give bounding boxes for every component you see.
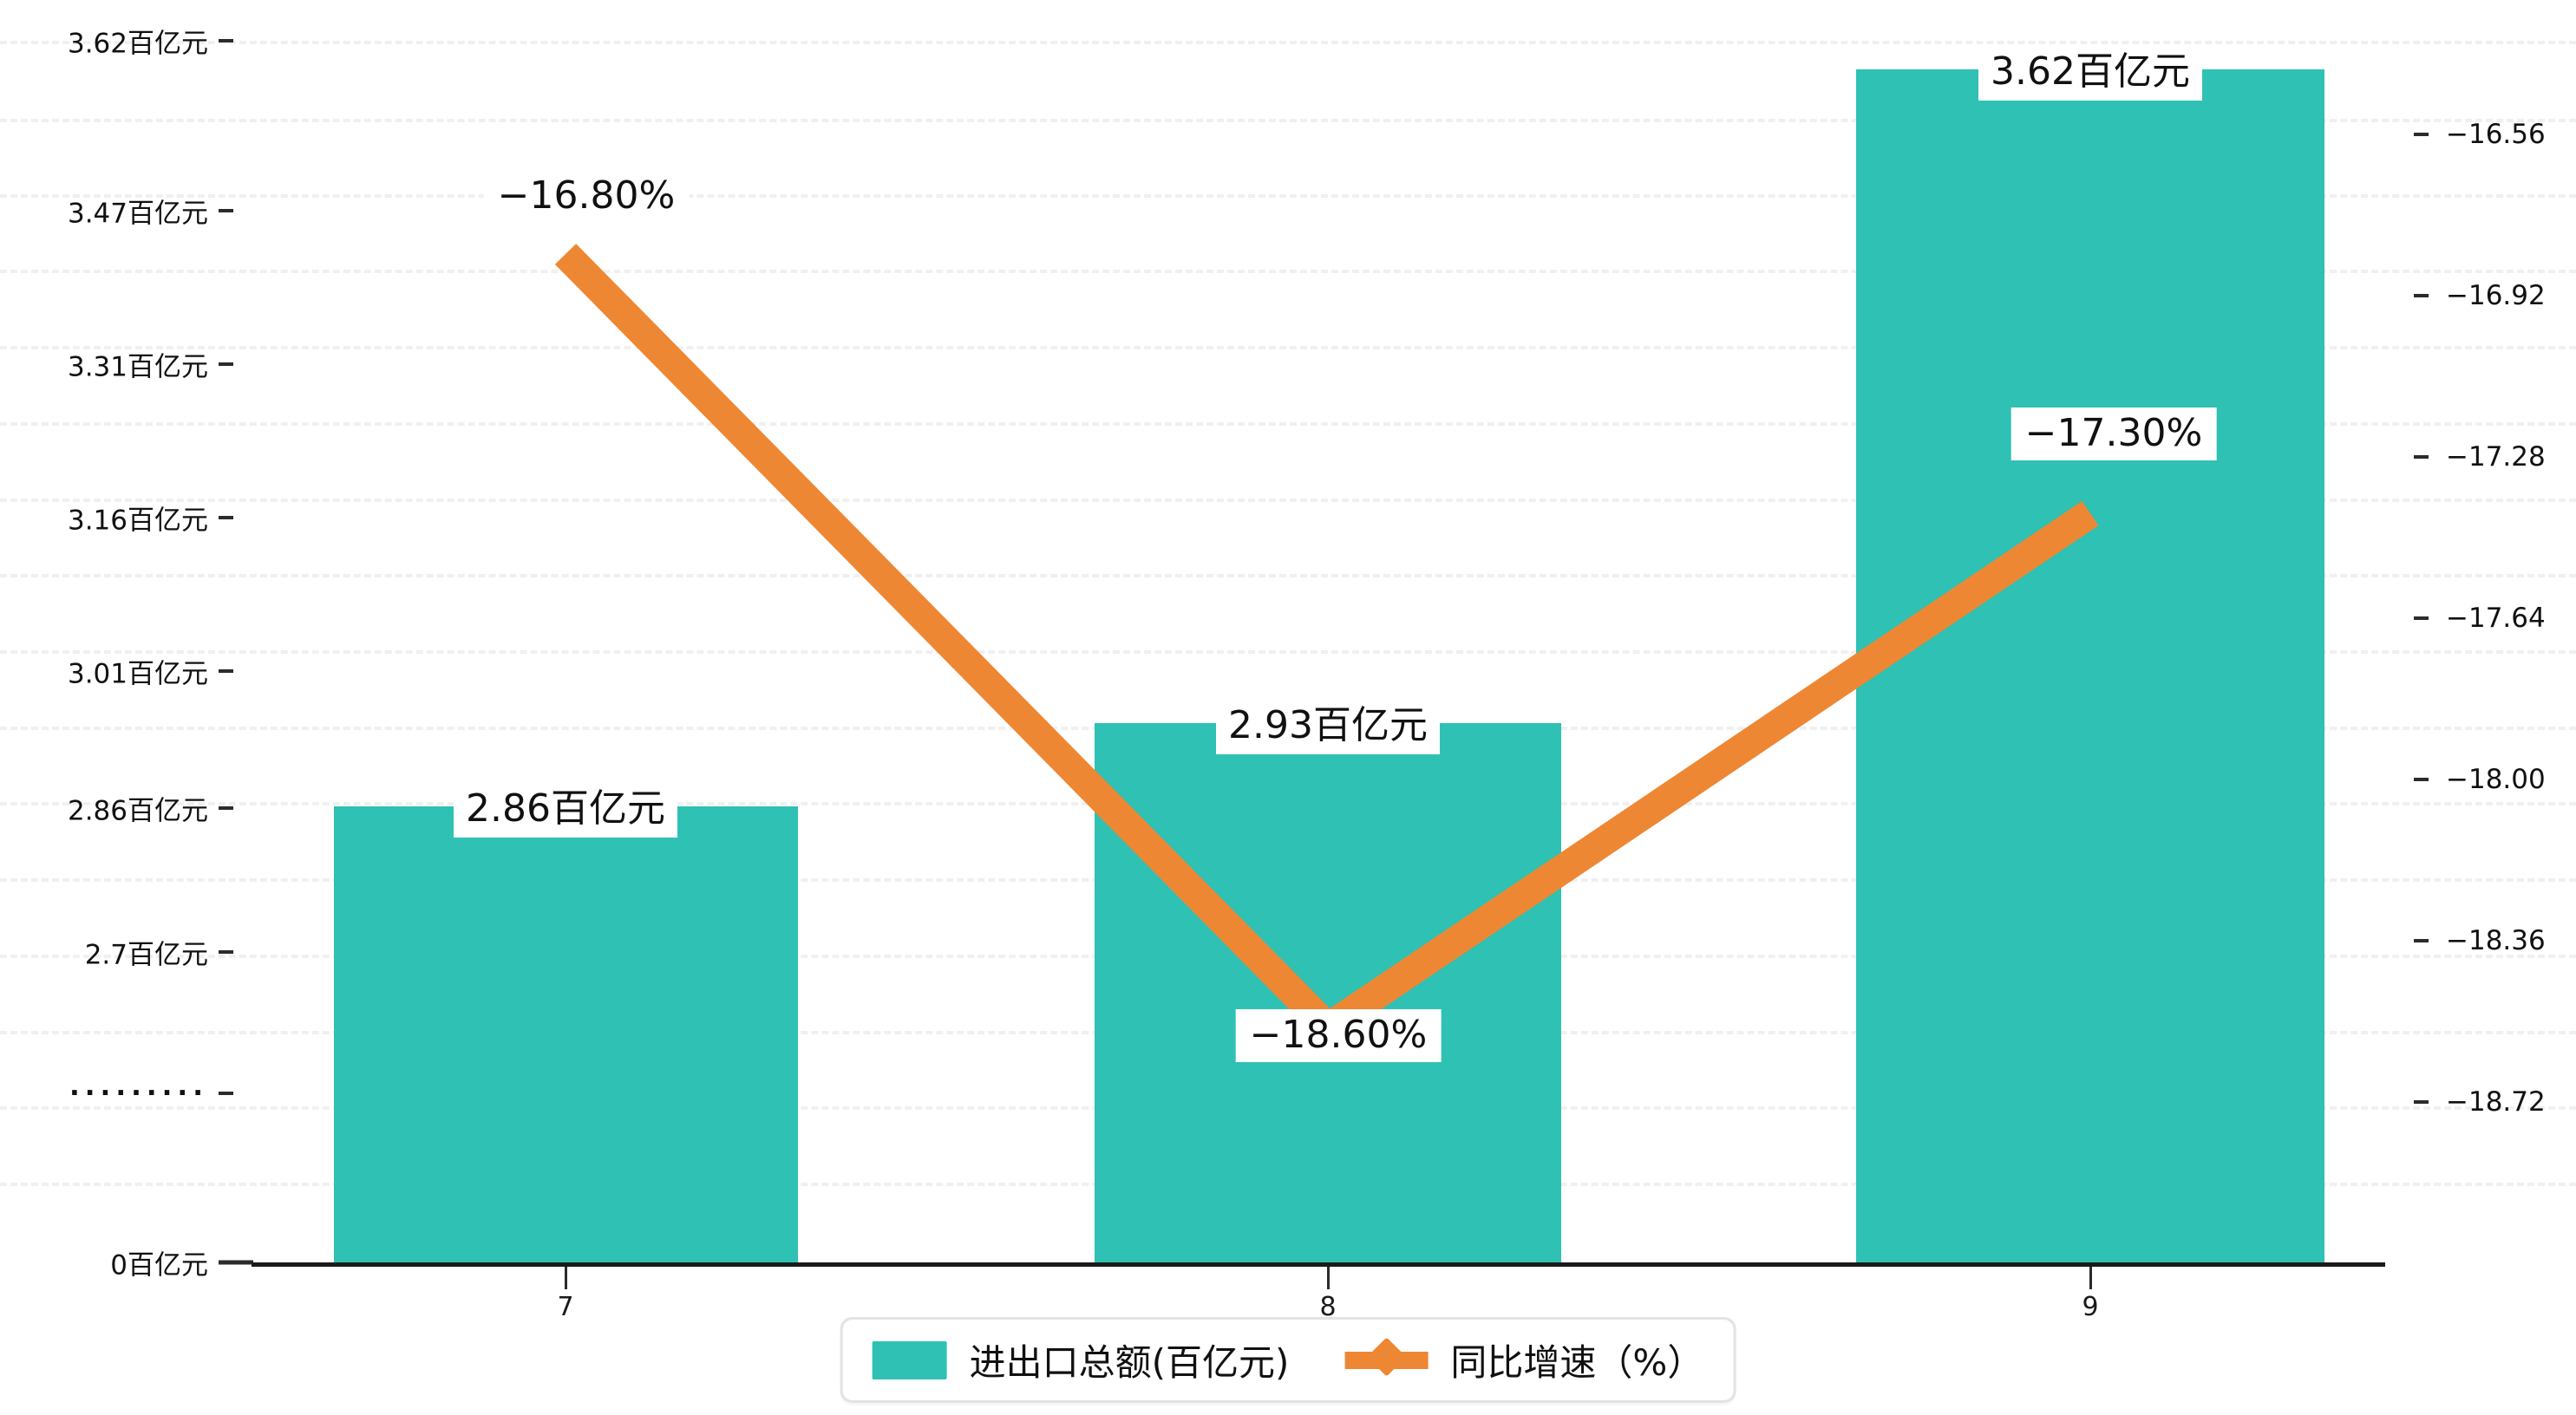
y-axis-left-tick: [219, 1092, 233, 1095]
chart-legend: 进出口总额(百亿元) 同比增速（%）: [840, 1317, 1736, 1403]
line-value-label-8: −18.60%: [1235, 1009, 1442, 1062]
y-axis-left-label: 3.31百亿元: [67, 351, 208, 383]
x-axis-tick: [565, 1267, 567, 1289]
y-axis-left-tick: [219, 1260, 253, 1265]
y-axis-right-tick: [2414, 778, 2429, 781]
y-axis-left-tick: [219, 669, 233, 673]
y-axis-left-tick: [219, 950, 233, 954]
y-axis-left-label-ellipsis: ·········: [69, 1078, 208, 1109]
y-axis-right-label: −18.36: [2446, 925, 2546, 956]
bar-value-label-7: 2.86百亿元: [454, 785, 677, 838]
y-axis-left-tick: [219, 39, 233, 42]
legend-label-import-export: 进出口总额(百亿元): [969, 1341, 1290, 1384]
x-axis-tick: [1327, 1267, 1330, 1289]
y-axis-right-label: −16.56: [2446, 119, 2546, 150]
bar-7[interactable]: [334, 806, 798, 1262]
y-axis-left-label: 3.47百亿元: [67, 198, 208, 230]
y-axis-left-tick: [219, 806, 233, 810]
legend-label-growth-rate: 同比增速（%）: [1450, 1341, 1704, 1384]
y-axis-right-tick: [2414, 455, 2429, 459]
y-axis-left-label: 3.01百亿元: [67, 658, 208, 690]
gridline-left: [0, 41, 2576, 44]
bar-value-label-9: 3.62百亿元: [1978, 48, 2202, 101]
y-axis-right-tick: [2414, 133, 2429, 136]
y-axis-right-tick: [2414, 616, 2429, 620]
y-axis-right-label: −16.92: [2446, 280, 2546, 311]
gridline-left: [0, 194, 2576, 198]
y-axis-left-tick: [219, 362, 233, 366]
y-axis-right-tick: [2414, 1100, 2429, 1104]
y-axis-right-tick: [2414, 294, 2429, 297]
y-axis-right-label: −18.72: [2446, 1086, 2546, 1118]
y-axis-left-tick: [219, 516, 233, 519]
x-axis-label-9: 9: [2082, 1292, 2099, 1322]
bar-value-label-8: 2.93百亿元: [1216, 701, 1440, 754]
x-axis-line: [252, 1262, 2385, 1267]
legend-item-import-export[interactable]: 进出口总额(百亿元): [872, 1333, 1290, 1386]
gridline-left: [0, 119, 2576, 122]
y-axis-left-label: 3.16百亿元: [67, 505, 208, 537]
y-axis-left-label-zero: 0百亿元: [110, 1249, 208, 1281]
y-axis-left-tick: [219, 209, 233, 212]
y-axis-left-label: 2.86百亿元: [67, 795, 208, 827]
bar-9[interactable]: [1856, 69, 2324, 1262]
y-axis-right-label: −17.28: [2446, 441, 2546, 473]
legend-bar-swatch-icon: [872, 1340, 947, 1379]
y-axis-right-label: −18.00: [2446, 764, 2546, 795]
x-axis-tick: [2089, 1267, 2092, 1289]
y-axis-left-label: 2.7百亿元: [84, 939, 208, 971]
line-value-label-9: −17.30%: [2010, 408, 2217, 460]
y-axis-left-label: 3.62百亿元: [67, 28, 208, 60]
y-axis-right-label: −17.64: [2446, 603, 2546, 634]
legend-item-growth-rate[interactable]: 同比增速（%）: [1344, 1333, 1703, 1386]
x-axis-label-8: 8: [1319, 1292, 1337, 1322]
x-axis-label-7: 7: [557, 1292, 574, 1322]
legend-line-marker-icon: [1344, 1336, 1429, 1379]
line-value-label-7: −16.80%: [483, 170, 690, 223]
y-axis-right-tick: [2414, 939, 2429, 942]
bar-8[interactable]: [1095, 723, 1561, 1262]
